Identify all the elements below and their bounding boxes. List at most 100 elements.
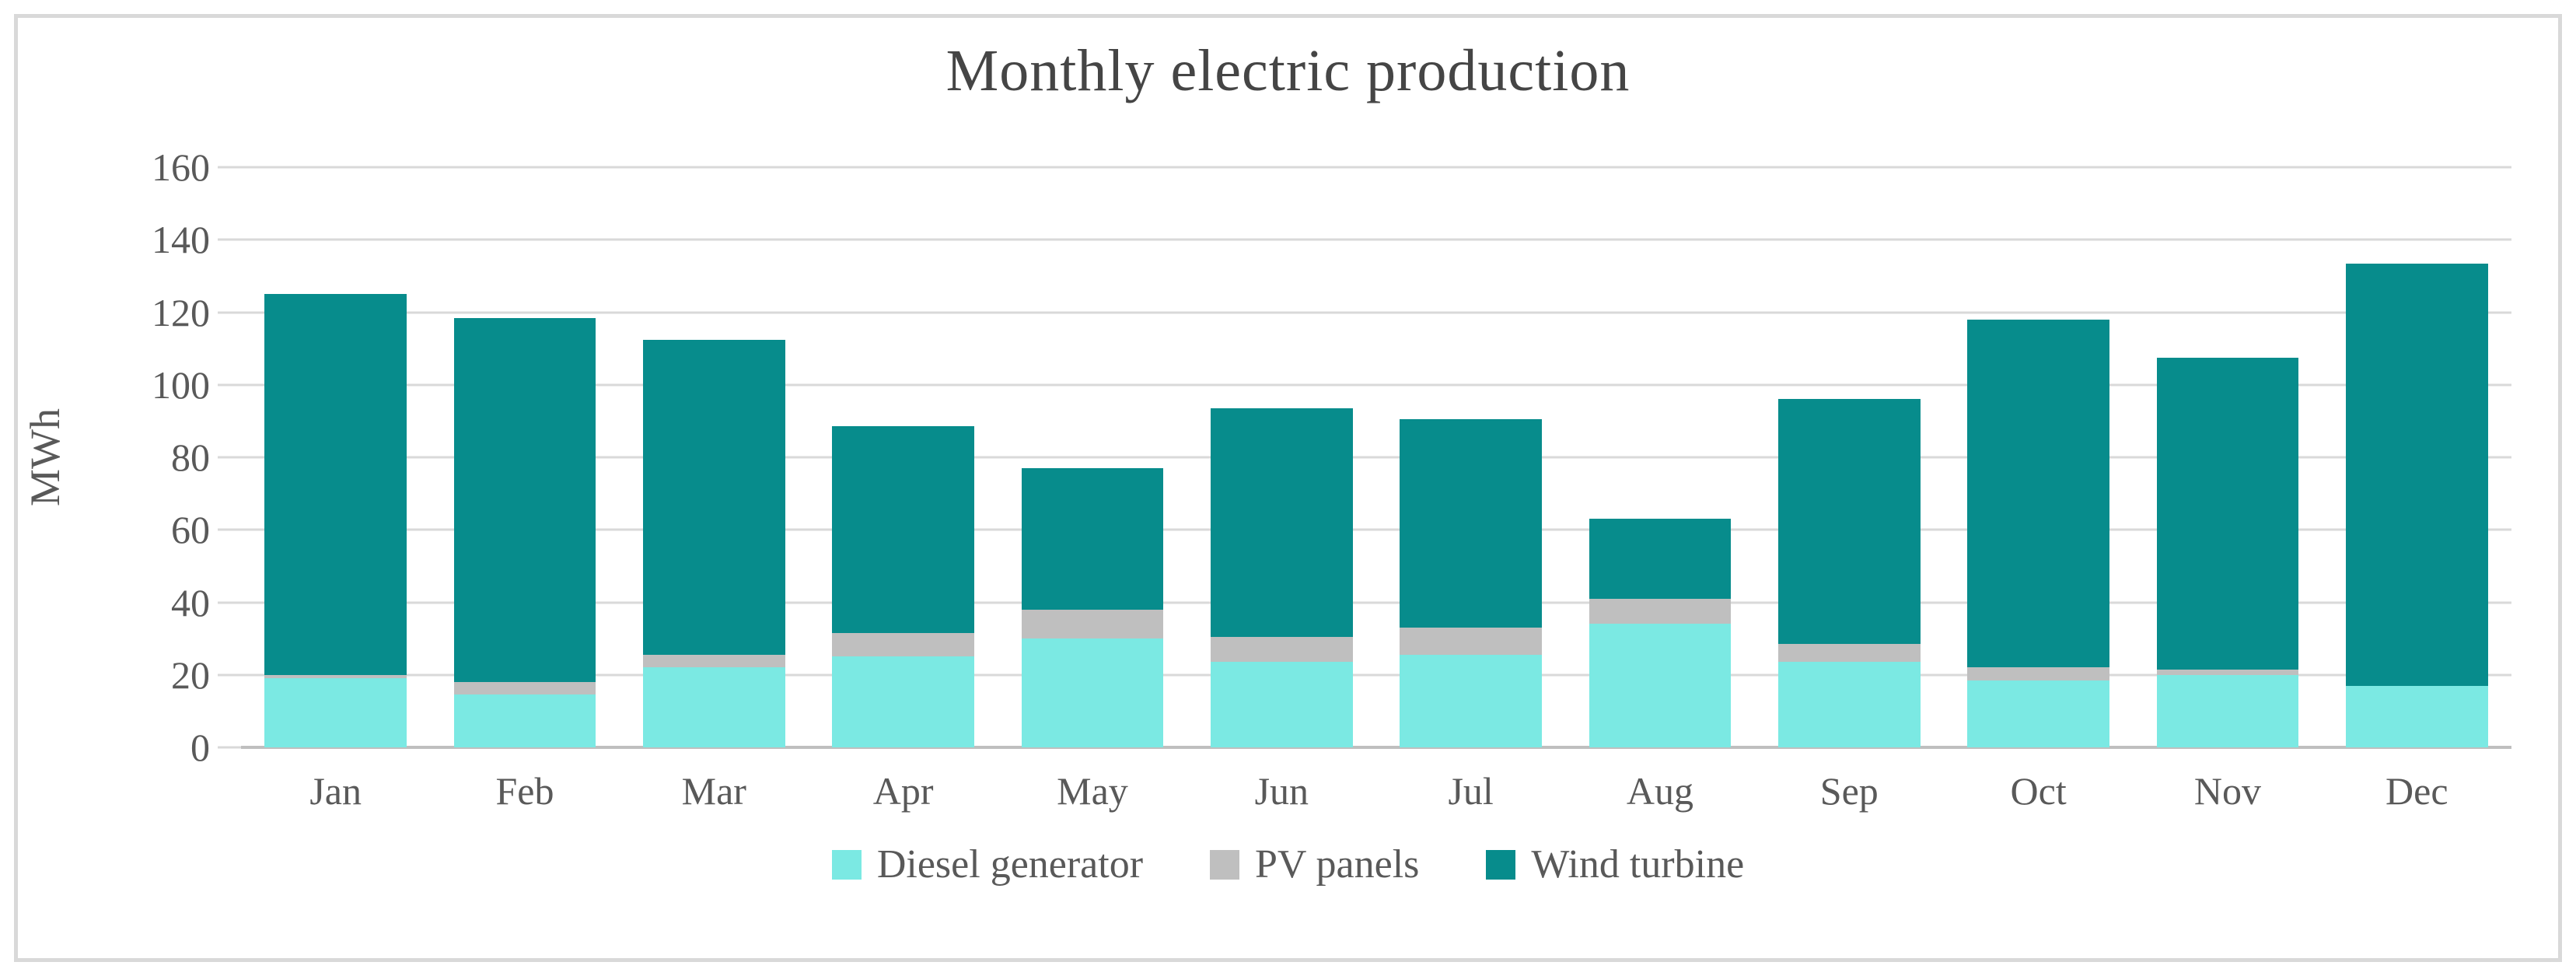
legend-label: Diesel generator [876,842,1144,887]
bar-segment-may-diesel-generator[interactable] [1021,638,1164,747]
bar-segment-jun-pv-panels[interactable] [1211,636,1353,663]
bar-segment-feb-diesel-generator[interactable] [453,694,596,747]
bar-slot-aug [1565,167,1754,747]
legend-swatch-wind-turbine [1486,849,1516,880]
x-axis-label-jan: Jan [309,769,362,813]
bar-slot-jun [1187,167,1376,747]
bar-slot-apr [809,167,998,747]
bar-slot-may [998,167,1187,747]
gridline-0 [241,746,2511,749]
legend-item-diesel-generator[interactable]: Diesel generator [831,841,1144,887]
legend: Diesel generator PV panels Wind turbine [0,841,2576,887]
y-axis-tick-120 [218,311,241,313]
legend-item-wind-turbine[interactable]: Wind turbine [1486,841,1744,887]
bar-slot-feb [430,167,619,747]
bar-segment-apr-diesel-generator[interactable] [832,656,974,747]
bar-slot-oct [1944,167,2133,747]
bar-slot-nov [2133,167,2322,747]
bar-segment-nov-pv-panels[interactable] [2156,669,2299,675]
bar-segment-mar-pv-panels[interactable] [643,655,785,668]
gridline-140 [241,238,2511,241]
bar-segment-dec-wind-turbine[interactable] [2346,263,2488,686]
bar-segment-aug-diesel-generator[interactable] [1589,624,1732,747]
bar-segment-feb-wind-turbine[interactable] [453,317,596,683]
bar-segment-jul-diesel-generator[interactable] [1400,655,1542,747]
bar-segment-sep-pv-panels[interactable] [1778,644,1921,663]
x-axis-label-oct: Oct [2010,769,2067,813]
stacked-bar-feb [453,317,596,747]
bar-segment-oct-diesel-generator[interactable] [1967,680,2109,747]
y-axis-tick-160 [218,166,241,169]
bar-segment-jan-wind-turbine[interactable] [264,294,407,675]
bar-slot-jul [1376,167,1565,747]
y-axis-tick-100 [218,383,241,387]
y-axis-tick-40 [218,601,241,603]
stacked-bar-nov [2156,357,2299,747]
y-axis-tick-20 [218,673,241,677]
legend-item-pv-panels[interactable]: PV panels [1210,841,1419,887]
gridline-160 [241,166,2511,169]
x-axis-label-feb: Feb [495,769,554,813]
x-axis-label-aug: Aug [1626,769,1694,813]
bar-series-layer [241,167,2511,747]
legend-swatch-diesel-generator [831,849,862,880]
y-axis-tick-0 [218,746,241,749]
bar-segment-may-wind-turbine[interactable] [1021,468,1164,610]
bar-segment-jan-diesel-generator[interactable] [264,678,407,747]
x-axis-label-jun: Jun [1254,769,1309,813]
chart-title[interactable]: Monthly electric production [945,38,1631,103]
bar-segment-oct-wind-turbine[interactable] [1967,319,2109,668]
gridline-20 [241,673,2511,677]
x-axis-label-nov: Nov [2193,769,2261,813]
stacked-bar-jul [1400,419,1542,747]
stacked-bar-apr [832,426,974,747]
plot-area: 020406080100120140160 [152,148,2511,767]
bar-segment-apr-wind-turbine[interactable] [832,426,974,634]
bar-segment-aug-wind-turbine[interactable] [1589,519,1732,599]
bar-segment-nov-diesel-generator[interactable] [2156,674,2299,747]
stacked-bar-mar [643,339,785,747]
x-axis-label-sep: Sep [1819,769,1879,813]
bar-segment-dec-diesel-generator[interactable] [2346,685,2488,747]
x-axis-category-labels: Jan Feb Mar Apr May Jun Jul Aug Sep Oct Nov Dec [241,768,2511,813]
y-axis-tick-60 [218,528,241,531]
x-axis-label-mar: Mar [681,769,746,813]
x-axis-label-jul: Jul [1448,769,1494,813]
x-axis-label-apr: Apr [872,769,934,813]
bar-segment-jan-pv-panels[interactable] [264,674,407,679]
x-axis-label-dec: Dec [2386,769,2448,813]
bar-segment-jun-diesel-generator[interactable] [1211,662,1353,747]
y-axis-tick-140 [218,238,241,241]
bar-segment-jun-wind-turbine[interactable] [1211,408,1353,637]
stacked-bar-aug [1589,519,1732,747]
bar-segment-aug-pv-panels[interactable] [1589,598,1732,624]
bar-slot-mar [620,167,809,747]
bar-slot-sep [1755,167,1944,747]
x-axis-label-may: May [1057,769,1128,813]
gridline-100 [241,383,2511,387]
bar-segment-sep-wind-turbine[interactable] [1778,399,1921,645]
stacked-bar-oct [1967,319,2109,747]
y-axis-tick-80 [218,456,241,459]
bar-segment-may-pv-panels[interactable] [1021,609,1164,639]
stacked-bar-dec [2346,263,2488,747]
stacked-bar-may [1021,468,1164,747]
bar-slot-dec [2323,167,2511,747]
bar-segment-oct-pv-panels[interactable] [1967,667,2109,680]
bar-segment-apr-pv-panels[interactable] [832,633,974,657]
bar-segment-nov-wind-turbine[interactable] [2156,357,2299,670]
stacked-bar-jun [1211,408,1353,747]
bar-segment-feb-pv-panels[interactable] [453,682,596,695]
legend-label: PV panels [1255,842,1420,887]
bar-segment-jul-wind-turbine[interactable] [1400,419,1542,628]
gridline-60 [241,528,2511,531]
stacked-bar-sep [1778,399,1921,747]
bar-segment-mar-diesel-generator[interactable] [643,667,785,747]
bar-segment-mar-wind-turbine[interactable] [643,339,785,656]
bar-segment-jul-pv-panels[interactable] [1400,628,1542,656]
gridline-40 [241,601,2511,603]
bar-slot-jan [241,167,430,747]
y-axis-title[interactable]: MWh [22,408,68,506]
bar-segment-sep-diesel-generator[interactable] [1778,662,1921,747]
stacked-bar-jan [264,294,407,747]
